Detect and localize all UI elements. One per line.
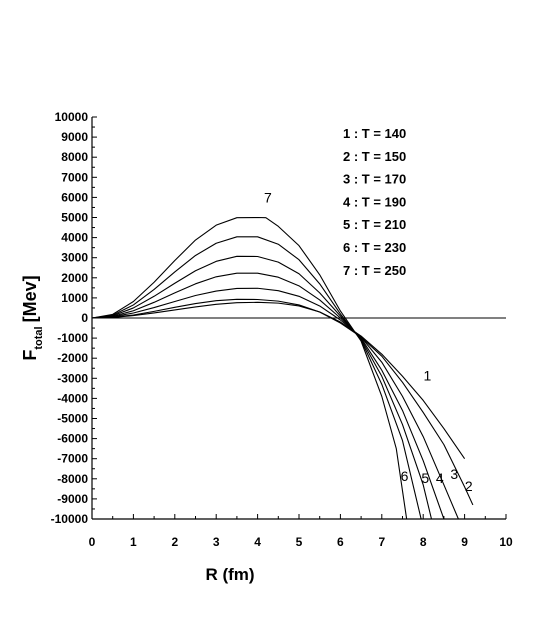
legend-entry: 7 : T = 250: [343, 263, 406, 278]
y-tick-label: 9000: [61, 130, 88, 144]
y-axis-title: Ftotal [Mev]: [20, 275, 45, 360]
svg-text:Ftotal[Mev]: Ftotal [Mev]: [20, 275, 45, 360]
y-tick-label: -8000: [57, 472, 88, 486]
curve-label-6: 6: [401, 468, 409, 484]
series-line-5: [92, 255, 433, 519]
y-tick-label: -3000: [57, 371, 88, 385]
y-tick-label: 10000: [55, 110, 89, 124]
y-tick-label: -10000: [51, 512, 89, 526]
legend-entry: 1 : T = 140: [343, 126, 406, 141]
x-tick-label: 10: [499, 535, 513, 549]
axes: 1000090008000700060005000400030002000100…: [51, 110, 513, 549]
curve-label-5: 5: [421, 470, 429, 486]
x-tick-label: 9: [461, 535, 468, 549]
curve-label-1: 1: [423, 367, 431, 383]
y-axis-title-main: F: [20, 350, 40, 361]
y-tick-label: -5000: [57, 412, 88, 426]
x-tick-label: 3: [213, 535, 220, 549]
x-tick-label: 5: [296, 535, 303, 549]
curve-label-3: 3: [450, 466, 458, 482]
y-tick-label: 0: [81, 311, 88, 325]
x-tick-label: 0: [89, 535, 96, 549]
series-line-1: [92, 301, 466, 460]
y-axis-title-sub: total: [33, 326, 45, 349]
x-tick-label: 8: [420, 535, 427, 549]
series-line-7: [92, 216, 408, 519]
legend-entry: 3 : T = 170: [343, 172, 406, 187]
curve-label-4: 4: [436, 470, 444, 486]
series-line-3: [92, 287, 459, 519]
y-tick-label: -4000: [57, 391, 88, 405]
series-line-2: [92, 298, 474, 506]
y-tick-label: 2000: [61, 271, 88, 285]
y-tick-label: -9000: [57, 492, 88, 506]
series-line-6: [92, 236, 422, 519]
x-tick-label: 1: [130, 535, 137, 549]
legend-entry: 6 : T = 230: [343, 240, 406, 255]
y-tick-label: -7000: [57, 452, 88, 466]
series-line-4: [92, 272, 445, 519]
y-tick-label: 5000: [61, 211, 88, 225]
legend: 1 : T = 140 2 : T = 150 3 : T = 170 4 : T =…: [343, 126, 406, 278]
legend-entry: 2 : T = 150: [343, 149, 406, 164]
legend-entry: 5 : T = 210: [343, 217, 406, 232]
y-tick-label: -2000: [57, 351, 88, 365]
y-tick-label: -1000: [57, 331, 88, 345]
curve-label-7: 7: [264, 189, 272, 205]
curve-label-2: 2: [465, 478, 473, 494]
y-tick-label: -6000: [57, 432, 88, 446]
x-tick-label: 2: [171, 535, 178, 549]
x-axis-title: R (fm): [205, 565, 254, 584]
y-tick-label: 8000: [61, 150, 88, 164]
y-tick-label: 3000: [61, 251, 88, 265]
y-tick-label: 1000: [61, 291, 88, 305]
x-tick-label: 4: [254, 535, 261, 549]
y-tick-label: 4000: [61, 231, 88, 245]
y-tick-label: 6000: [61, 190, 88, 204]
y-tick-label: 7000: [61, 170, 88, 184]
x-tick-label: 7: [378, 535, 385, 549]
x-tick-label: 6: [337, 535, 344, 549]
y-axis-title-unit: [Mev]: [20, 275, 40, 322]
series-layer: [92, 216, 474, 519]
legend-entry: 4 : T = 190: [343, 194, 406, 209]
